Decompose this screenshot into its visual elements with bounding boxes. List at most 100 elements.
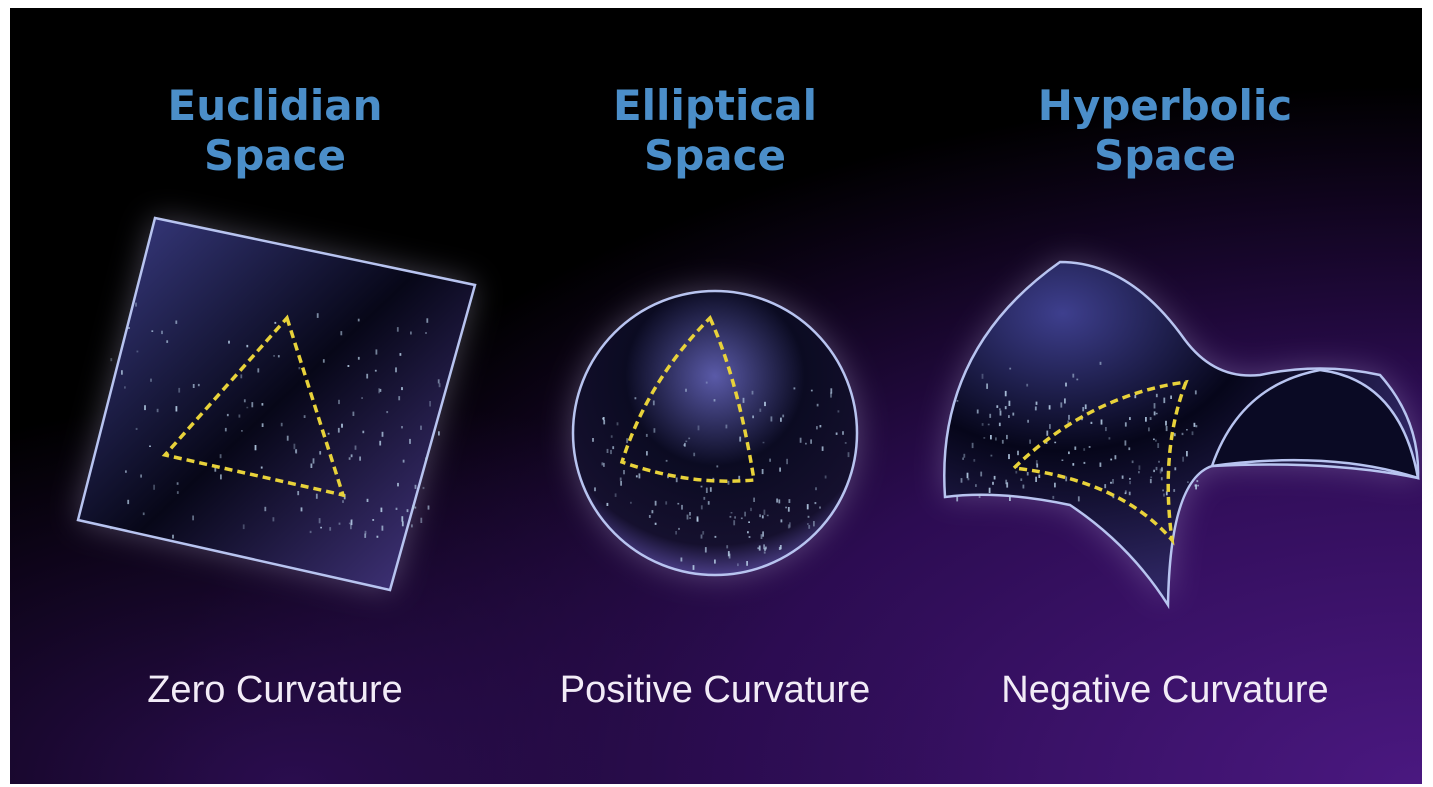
speckle [780, 418, 782, 422]
speckle [297, 491, 299, 495]
speckle [778, 499, 780, 503]
speckle [1182, 433, 1184, 435]
speckle [367, 499, 369, 502]
speckle [153, 485, 155, 490]
speckle [246, 407, 248, 409]
speckle [1109, 437, 1111, 439]
speckle [214, 468, 216, 472]
speckle [294, 444, 296, 450]
speckle [780, 545, 782, 549]
speckle [649, 515, 651, 518]
speckle [1035, 477, 1037, 482]
speckle [151, 330, 153, 332]
speckle [975, 484, 977, 487]
speckle [676, 478, 678, 483]
speckle [1036, 460, 1038, 465]
speckle [706, 488, 708, 493]
speckle [287, 436, 289, 441]
speckle [687, 515, 689, 520]
speckle [1029, 440, 1031, 444]
speckle [1105, 427, 1107, 431]
speckle [761, 534, 763, 539]
speckle [1002, 440, 1004, 444]
panel-elliptical [573, 291, 857, 575]
speckle [355, 446, 357, 450]
speckle [425, 458, 427, 462]
speckle [329, 527, 331, 531]
speckle [1186, 429, 1188, 431]
speckle [980, 472, 982, 477]
speckle [193, 384, 195, 388]
speckle [386, 411, 388, 413]
speckle [1156, 394, 1158, 397]
speckle [1008, 454, 1010, 459]
speckle [407, 509, 409, 512]
speckle [1046, 431, 1048, 436]
speckle [1138, 471, 1140, 473]
speckle [1145, 417, 1147, 422]
speckle [678, 528, 680, 530]
speckle [301, 507, 303, 511]
speckle [353, 412, 355, 416]
speckle [397, 483, 399, 487]
speckle [765, 547, 767, 550]
speckle [351, 454, 353, 457]
speckle [415, 485, 417, 489]
speckle [842, 431, 844, 435]
speckle [1125, 490, 1127, 493]
speckle [693, 453, 695, 457]
speckle [1068, 415, 1070, 420]
speckle [240, 374, 242, 378]
speckle [397, 327, 399, 332]
speckle [789, 499, 791, 503]
speckle [1129, 417, 1131, 420]
speckle [420, 518, 422, 523]
speckle [1122, 476, 1124, 479]
speckle [701, 535, 703, 539]
speckle [807, 523, 809, 525]
speckle [382, 526, 384, 531]
speckle [1163, 398, 1165, 404]
speckle [244, 399, 246, 402]
speckle [747, 531, 749, 533]
speckle [1125, 422, 1127, 426]
speckle [1072, 374, 1074, 378]
speckle [1129, 481, 1131, 484]
speckle [967, 473, 969, 479]
speckle [762, 515, 764, 518]
speckle [977, 410, 979, 414]
speckle [714, 560, 716, 564]
speckle [838, 410, 840, 412]
speckle [264, 507, 266, 511]
speckle [1150, 417, 1152, 420]
speckle [316, 494, 318, 499]
speckle [273, 355, 275, 357]
speckle [764, 402, 766, 406]
speckle [1187, 481, 1189, 483]
speckle [339, 523, 341, 525]
speckle [1065, 383, 1067, 387]
speckle [358, 319, 360, 322]
speckle [603, 420, 605, 424]
speckle [1153, 470, 1155, 472]
speckle [762, 469, 764, 474]
speckle [1054, 483, 1056, 488]
speckle [438, 431, 440, 435]
speckle [1129, 478, 1131, 480]
panel-title: Space [644, 131, 786, 180]
speckle [1166, 491, 1168, 495]
speckle [759, 514, 761, 517]
speckle [602, 462, 604, 465]
speckle [1008, 415, 1010, 418]
speckle [175, 321, 177, 324]
speckle [819, 507, 821, 509]
speckle [423, 487, 425, 489]
speckle [665, 501, 667, 504]
speckle [1064, 398, 1066, 403]
speckle [426, 318, 428, 323]
speckle [1161, 477, 1163, 480]
speckle [697, 516, 699, 521]
speckle [438, 379, 440, 383]
speckle [150, 379, 152, 382]
speckle [963, 454, 965, 458]
